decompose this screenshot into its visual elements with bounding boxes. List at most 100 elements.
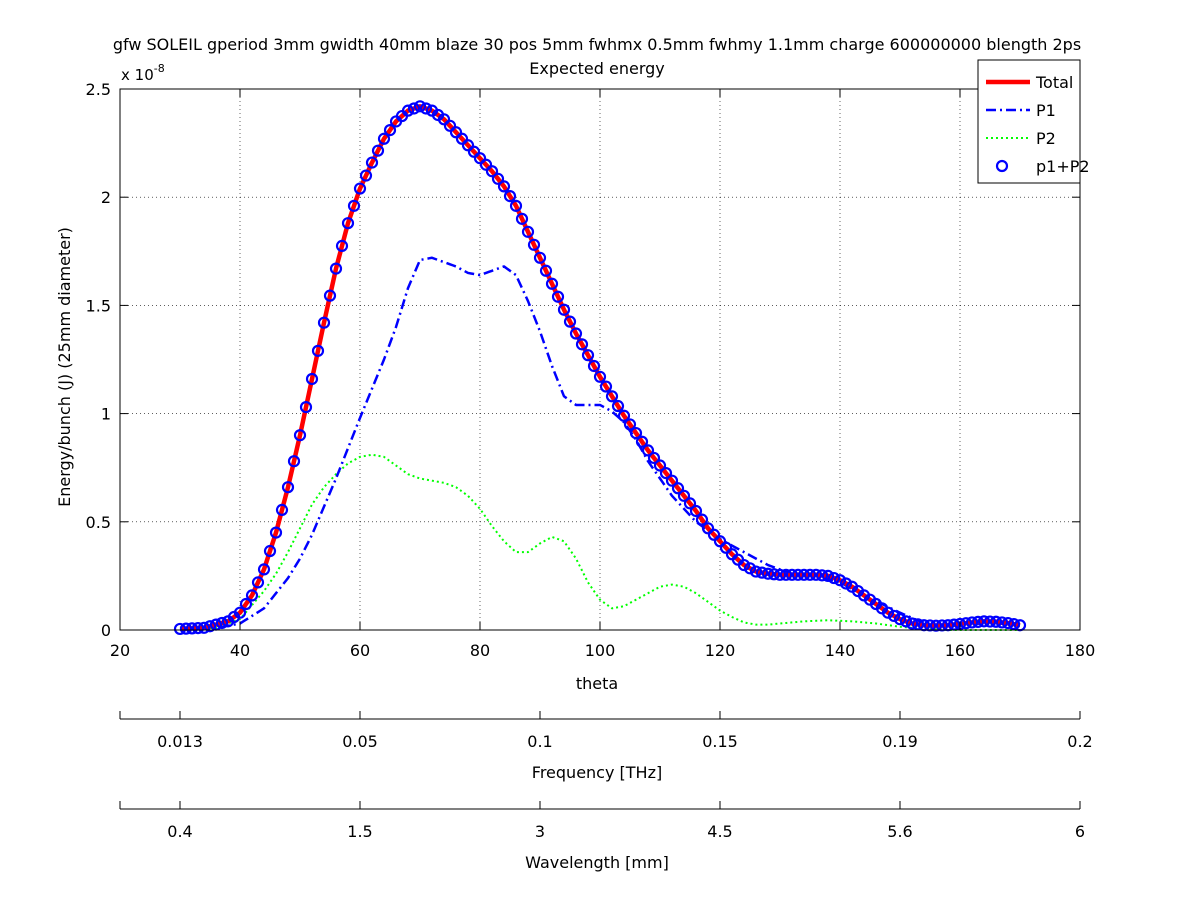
- wavelength-tick-label: 3: [535, 822, 545, 841]
- data-point-marker: [755, 566, 769, 579]
- data-point-marker: [173, 622, 187, 636]
- data-point-marker: [641, 444, 655, 457]
- data-point-marker: [263, 544, 277, 558]
- data-point-marker: [479, 158, 493, 171]
- frequency-tick-label: 0.1: [527, 732, 552, 751]
- data-point-marker: [581, 349, 595, 362]
- data-point-marker: [311, 344, 325, 357]
- x-tick-label: 20: [110, 641, 130, 660]
- data-point-marker: [203, 620, 217, 633]
- wavelength-tick-label: 5.6: [887, 822, 912, 841]
- data-point-marker: [911, 618, 925, 631]
- data-point-marker: [893, 613, 907, 626]
- y-tick-label: 2: [101, 188, 111, 207]
- legend: Total P1 P2 p1+P2: [977, 59, 1090, 184]
- data-point-marker: [557, 303, 571, 316]
- data-point-marker: [815, 569, 829, 582]
- data-point-marker: [803, 568, 817, 581]
- data-point-marker: [599, 380, 613, 393]
- data-point-marker: [437, 113, 451, 126]
- data-point-marker: [185, 622, 199, 635]
- data-point-marker: [827, 571, 841, 585]
- data-point-marker: [665, 474, 679, 487]
- data-point-marker: [611, 399, 625, 413]
- y-tick-label: 1.5: [86, 296, 111, 315]
- data-point-marker: [977, 615, 991, 628]
- chart-subtitle: Expected energy: [529, 59, 664, 78]
- data-point-marker: [365, 156, 379, 169]
- data-point-marker: [449, 126, 463, 139]
- data-point-marker: [839, 577, 853, 590]
- data-point-marker: [989, 615, 1003, 628]
- grid-lines: [120, 89, 1080, 630]
- data-point-marker: [317, 316, 331, 329]
- frequency-axis: 0.013 0.05 0.1 0.15 0.19 0.2: [119, 711, 1093, 751]
- data-point-marker: [497, 180, 511, 193]
- data-point-marker: [671, 482, 685, 495]
- y-tick-label: 0.5: [86, 513, 111, 532]
- data-point-marker: [683, 497, 697, 510]
- data-point-marker: [575, 338, 589, 351]
- data-point-marker: [281, 481, 295, 494]
- data-point-marker: [797, 568, 811, 581]
- frequency-tick-label: 0.013: [157, 732, 203, 751]
- data-point-marker: [785, 568, 799, 581]
- data-point-marker: [269, 526, 283, 539]
- y-exponent-label: x 10-8: [121, 62, 165, 84]
- data-point-marker: [491, 172, 505, 185]
- data-point-marker: [809, 568, 823, 581]
- data-point-marker: [761, 567, 775, 580]
- data-point-marker: [467, 145, 481, 158]
- wavelength-tick-label: 1.5: [347, 822, 372, 841]
- data-point-marker: [197, 621, 211, 634]
- y-tick-label: 2.5: [86, 80, 111, 99]
- data-point-marker: [515, 212, 529, 225]
- data-point-marker: [239, 597, 253, 611]
- data-point-marker: [659, 467, 673, 480]
- x-tick-label: 100: [585, 641, 616, 660]
- data-point-marker: [905, 617, 919, 630]
- frequency-tick-label: 0.15: [702, 732, 738, 751]
- data-point-marker: [629, 426, 643, 440]
- data-point-marker: [521, 225, 535, 238]
- x-tick-label: 60: [350, 641, 370, 660]
- data-point-marker: [215, 616, 229, 630]
- data-point-marker: [887, 609, 901, 623]
- data-point-marker: [689, 504, 703, 518]
- series-layer: [173, 100, 1027, 636]
- legend-label: P2: [1036, 129, 1056, 148]
- data-point-marker: [257, 563, 271, 576]
- wavelength-tick-label: 4.5: [707, 822, 732, 841]
- wavelength-axis: 0.4 1.5 3 4.5 5.6 6: [119, 801, 1085, 841]
- y-axis-label: Energy/bunch (J) (25mm diameter): [55, 227, 74, 507]
- data-point-marker: [299, 401, 313, 414]
- legend-label: p1+P2: [1036, 157, 1090, 176]
- axes: 20 40 60 80 100 120 140 160 180 0 0.5 1 1.5 2 2.5: [86, 80, 1096, 660]
- y-tick-label: 1: [101, 405, 111, 424]
- data-point-marker: [995, 616, 1009, 629]
- data-point-marker: [779, 568, 793, 581]
- data-point-marker: [191, 622, 205, 635]
- data-point-marker: [749, 565, 763, 578]
- frequency-tick-label: 0.2: [1067, 732, 1092, 751]
- x-tick-label: 40: [230, 641, 250, 660]
- data-point-marker: [473, 152, 487, 165]
- data-point-marker: [821, 569, 835, 583]
- legend-label: Total: [1035, 73, 1073, 92]
- data-point-marker: [743, 562, 757, 575]
- legend-marker-p1-p2: [995, 159, 1009, 173]
- data-point-marker: [605, 390, 619, 403]
- data-point-marker: [563, 315, 577, 328]
- data-point-marker: [929, 619, 943, 632]
- data-point-marker: [791, 568, 805, 581]
- data-point-marker: [407, 102, 421, 115]
- x-tick-label: 180: [1065, 641, 1096, 660]
- data-point-marker: [971, 615, 985, 628]
- plot-background: [120, 89, 1080, 630]
- data-point-marker: [713, 535, 727, 548]
- data-point-marker: [509, 199, 523, 212]
- data-point-marker: [593, 370, 607, 383]
- data-point-marker: [1007, 618, 1021, 631]
- data-point-marker: [179, 622, 193, 635]
